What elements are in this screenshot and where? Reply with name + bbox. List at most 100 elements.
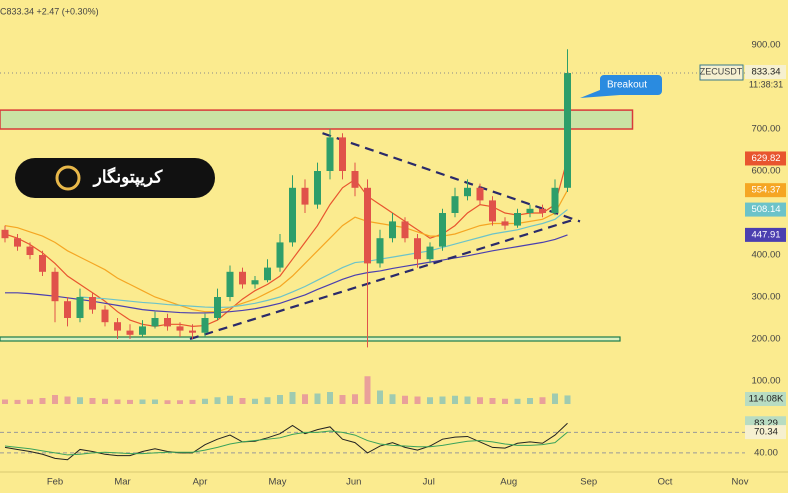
volume-bar <box>339 395 346 404</box>
trendline <box>189 218 576 341</box>
candle-body <box>14 238 21 247</box>
candle-body <box>101 309 109 323</box>
y-tick-label: 600.00 <box>751 166 780 177</box>
rsi-tag: 83.29 <box>754 418 778 429</box>
volume-bar <box>539 397 546 404</box>
volume-bar <box>239 398 246 404</box>
candle-body <box>351 171 359 188</box>
x-tick-label: May <box>269 477 287 488</box>
volume-bar <box>502 398 508 404</box>
candle-body <box>251 280 259 285</box>
price-tag-bg <box>745 64 786 79</box>
header: C833.34 +2.47 (+0.30%) <box>0 6 99 16</box>
y-tick-label: 300.00 <box>751 292 780 303</box>
logo-text: کریپتونگار <box>92 166 164 187</box>
candle-body <box>514 213 521 226</box>
candle-body <box>464 187 471 197</box>
symbol: ZECUSDT <box>700 66 743 76</box>
volume-bar <box>452 395 458 404</box>
ma-tag-bg <box>745 183 786 198</box>
candle-body <box>239 271 246 285</box>
volume-bar <box>139 399 146 404</box>
candle-body <box>401 221 409 239</box>
candle-body <box>501 221 509 226</box>
volume-bar <box>402 395 408 404</box>
volume-bar <box>377 390 383 404</box>
volume-bar <box>27 399 33 404</box>
volume-bar <box>152 399 158 404</box>
x-tick-label: Aug <box>500 477 517 488</box>
candle-body <box>539 208 546 213</box>
ma-tag: 508.14 <box>751 204 780 215</box>
volume-bar <box>314 393 321 404</box>
candle-body <box>476 187 484 201</box>
volume-bar <box>252 398 258 404</box>
resistance-zone <box>0 109 634 130</box>
ma-tag: 447.91 <box>751 229 780 240</box>
candle-body <box>276 242 284 268</box>
volume-bar <box>364 376 371 404</box>
symbol-bg <box>699 64 744 81</box>
volume-bar <box>389 394 396 404</box>
candle-body <box>51 271 59 302</box>
callout-text: Breakout <box>607 80 647 91</box>
volume-bar <box>202 398 208 404</box>
ma-tag: 629.82 <box>751 153 780 164</box>
candle-body <box>314 171 321 205</box>
volume-bar <box>277 395 283 404</box>
logo: کریپتونگار <box>15 158 215 198</box>
x-tick-label: Nov <box>732 477 749 488</box>
candle-body <box>389 221 396 239</box>
candle-body <box>114 322 121 331</box>
candle-body <box>451 196 459 213</box>
callout: Breakout <box>580 75 662 98</box>
candle-body <box>39 255 46 272</box>
rsi-tag-bg <box>745 425 786 440</box>
y-tick-label: 200.00 <box>751 334 780 345</box>
candle-body <box>176 326 184 331</box>
series-line <box>79 209 568 309</box>
y-tick-label: 700.00 <box>751 124 780 135</box>
y-tick-label: 100.00 <box>751 376 780 387</box>
volume-bar <box>89 398 96 404</box>
x-tick-label: Jun <box>346 477 361 488</box>
candle-body <box>339 137 346 171</box>
volume-tag: 114.08K <box>749 394 784 405</box>
y-tick-label: 900.00 <box>751 40 780 51</box>
callout-box <box>580 75 662 98</box>
ma-tag: 554.37 <box>751 185 780 196</box>
rsi-tag: 70.34 <box>754 427 778 438</box>
candle-body <box>289 187 296 243</box>
series-line <box>5 234 568 314</box>
candle-body <box>376 238 384 264</box>
series-line <box>4 430 568 456</box>
candle-body <box>139 326 146 335</box>
volume-bar <box>439 396 446 404</box>
volume-bar <box>227 395 233 404</box>
ma-tag-bg <box>745 202 786 217</box>
candle-body <box>301 187 309 205</box>
volume-bar <box>102 398 108 404</box>
candle-body <box>89 297 96 310</box>
candle-body <box>151 318 159 327</box>
candle-body <box>201 318 209 333</box>
series-line <box>4 158 569 328</box>
volume-bar <box>177 400 183 404</box>
volume-bar <box>264 397 271 404</box>
time-label: 11:38:31 <box>749 79 783 89</box>
volume-bar <box>302 394 308 404</box>
volume-bar <box>39 398 46 404</box>
candle-body <box>526 208 534 213</box>
volume-bar <box>289 392 296 404</box>
support-line <box>0 336 621 342</box>
price-tag: 833.34 <box>751 67 780 78</box>
volume-bar <box>552 393 558 404</box>
x-tick-label: Oct <box>658 477 673 488</box>
volume-bar <box>14 399 21 404</box>
candle-body <box>26 246 34 255</box>
volume-bar <box>564 395 571 404</box>
x-tick-label: Apr <box>193 477 208 488</box>
volume-bar <box>527 398 533 404</box>
volume-bar <box>514 398 521 404</box>
